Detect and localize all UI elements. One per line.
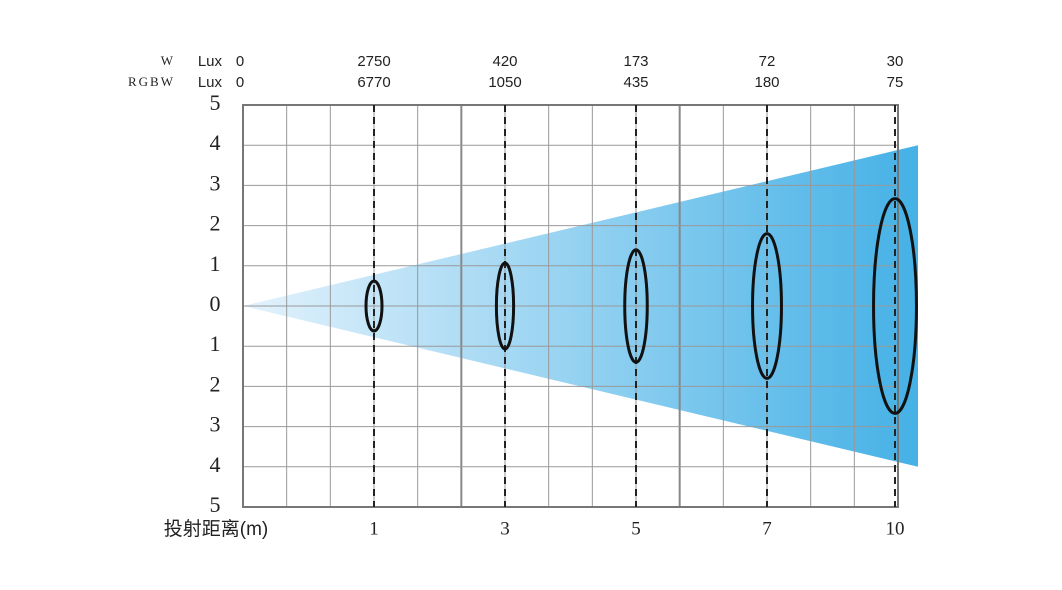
x-tick-label: 1: [369, 518, 379, 539]
lux-value: 173: [623, 53, 648, 70]
spot: [364, 279, 384, 333]
y-tick-label: 3: [210, 170, 221, 195]
lux-unit: Lux: [198, 53, 223, 70]
x-axis-label: 投射距离(m): [164, 518, 268, 540]
x-tick-label: 5: [631, 518, 641, 539]
x-tick-label: 3: [500, 518, 510, 539]
y-tick-label: 4: [210, 452, 221, 477]
lux-value: 420: [492, 53, 517, 70]
lux-row-name: RGBW: [128, 74, 175, 89]
lux-value: 30: [887, 53, 904, 70]
spot: [494, 261, 516, 351]
y-tick-label: 0: [210, 291, 221, 316]
y-tick-label: 5: [210, 90, 221, 115]
y-tick-label: 1: [210, 251, 221, 276]
lux-value: 72: [759, 53, 776, 70]
x-tick-label: 10: [886, 518, 905, 539]
lux-value: 2750: [357, 53, 390, 70]
lux-value: 0: [236, 53, 244, 70]
lux-value: 180: [754, 74, 779, 91]
y-tick-label: 1: [210, 331, 221, 356]
spot: [872, 197, 918, 415]
x-tick-label: 7: [762, 518, 772, 539]
plot-frame: [242, 104, 899, 508]
y-tick-label: 4: [210, 130, 221, 155]
y-tick-label: 5: [210, 492, 221, 517]
spot: [751, 232, 783, 380]
lux-value: 6770: [357, 74, 390, 91]
lux-value: 435: [623, 74, 648, 91]
lux-unit: Lux: [198, 74, 223, 91]
y-tick-label: 2: [210, 371, 221, 396]
lux-value: 1050: [488, 74, 521, 91]
y-tick-label: 2: [210, 211, 221, 236]
y-tick-label: 3: [210, 412, 221, 437]
lux-value: 75: [887, 74, 904, 91]
lux-value: 0: [236, 74, 244, 91]
spot: [623, 248, 649, 364]
lux-row-name: W: [161, 53, 175, 68]
